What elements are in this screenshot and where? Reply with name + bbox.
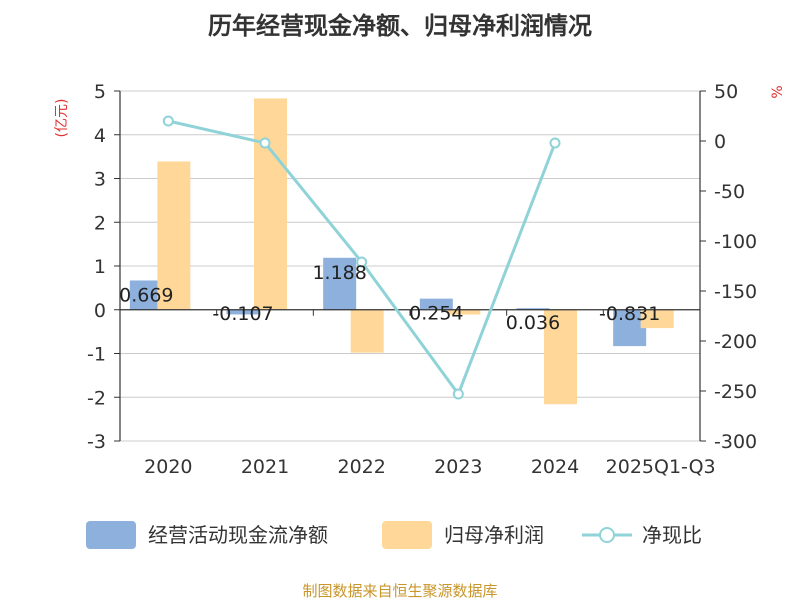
x-tick-label: 2025Q1-Q3 xyxy=(606,456,716,478)
cashflow-data-label: 1.188 xyxy=(312,262,366,284)
right-tick-label: 0 xyxy=(714,131,726,153)
gridlines xyxy=(120,90,700,442)
legend-label-cashflow: 经营活动现金流净额 xyxy=(148,523,328,547)
bars xyxy=(129,98,674,405)
profit-bar xyxy=(640,309,674,329)
profit-bar xyxy=(447,309,481,315)
cashflow-bar xyxy=(226,309,260,315)
cashflow-data-label: -0.107 xyxy=(212,303,273,325)
profit-bar xyxy=(350,309,384,353)
cashflow-data-label: 0.036 xyxy=(506,312,560,334)
cashflow-data-label: -0.831 xyxy=(599,303,660,325)
ratio-line-layer xyxy=(162,115,561,400)
x-tick-label: 2022 xyxy=(337,456,385,478)
legend-swatch-cashflow xyxy=(86,521,136,549)
profit-bar xyxy=(544,309,577,405)
right-tick-label: 50 xyxy=(714,81,738,103)
axes xyxy=(119,91,701,441)
x-tick-label: 2024 xyxy=(531,456,579,478)
cashflow-data-label: 0.669 xyxy=(119,284,173,306)
right-tick-label: -100 xyxy=(714,231,757,253)
left-tick-label: -1 xyxy=(87,344,106,366)
left-tick-label: -3 xyxy=(87,431,106,453)
ratio-point xyxy=(162,115,174,127)
right-axis-unit: % xyxy=(770,85,786,98)
left-tick-label: 0 xyxy=(94,300,106,322)
x-axis-ticks: 2020 2021 2022 2023 2024 2025Q1-Q3 xyxy=(144,456,716,478)
x-tick-label: 2020 xyxy=(144,456,192,478)
left-tick-label: 2 xyxy=(94,212,106,234)
left-tick-label: 5 xyxy=(94,81,106,103)
cashflow-bar xyxy=(323,257,357,310)
right-axis-ticks: 50 0 -50 -100 -150 -200 -250 -300 xyxy=(700,81,757,453)
ratio-point xyxy=(356,256,368,268)
left-tick-label: 4 xyxy=(94,125,106,147)
data-labels: 0.669 -0.107 1.188 0.254 0.036 -0.831 xyxy=(119,262,660,334)
cashflow-bar xyxy=(516,308,550,310)
legend-swatch-ratio-marker xyxy=(599,527,615,543)
left-axis-ticks: 5 4 3 2 1 0 -1 -2 -3 xyxy=(87,81,120,453)
x-tick-label: 2023 xyxy=(434,456,482,478)
right-tick-label: -200 xyxy=(714,331,757,353)
ratio-point xyxy=(452,388,464,400)
legend: 经营活动现金流净额 归母净利润 净现比 xyxy=(86,521,702,549)
left-tick-label: 1 xyxy=(94,256,106,278)
left-tick-label: 3 xyxy=(94,169,106,191)
right-tick-label: -150 xyxy=(714,281,757,303)
right-tick-label: -250 xyxy=(714,381,757,403)
source-note: 制图数据来自恒生聚源数据库 xyxy=(302,582,497,600)
ratio-point xyxy=(259,137,271,149)
profit-bar xyxy=(157,161,191,310)
profit-bar xyxy=(254,98,287,310)
legend-label-ratio: 净现比 xyxy=(642,523,702,547)
left-axis-unit: (亿元) xyxy=(54,99,70,138)
legend-swatch-profit xyxy=(382,521,432,549)
right-tick-label: -50 xyxy=(714,181,745,203)
ratio-point xyxy=(549,137,561,149)
chart-title: 历年经营现金净额、归母净利润情况 xyxy=(208,12,592,40)
legend-label-profit: 归母净利润 xyxy=(444,523,544,547)
cashflow-bar xyxy=(419,298,453,310)
right-tick-label: -300 xyxy=(714,431,757,453)
cashflow-data-label: 0.254 xyxy=(409,303,463,325)
x-tick-label: 2021 xyxy=(241,456,289,478)
left-tick-label: -2 xyxy=(87,387,106,409)
